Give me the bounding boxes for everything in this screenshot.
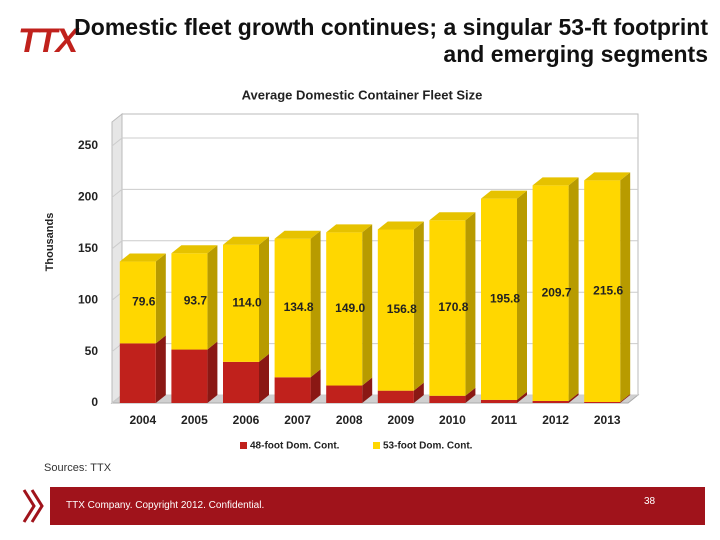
y-tick-label: 200 [78,190,98,204]
bar-segment [377,390,414,403]
bar-side [362,224,373,386]
bar-side [465,387,476,403]
x-tick-label: 2004 [129,413,156,427]
legend-swatch [373,442,380,449]
bar-segment [274,238,311,378]
value-label: 93.7 [184,294,208,308]
source-note: Sources: TTX [44,462,112,474]
bar-top [584,172,631,181]
legend-swatch [240,442,247,449]
x-tick-label: 2005 [181,413,208,427]
bar-side [259,353,269,403]
bar-segment [532,185,569,401]
value-label: 215.6 [593,283,623,297]
x-tick-label: 2007 [284,413,311,427]
value-label: 114.0 [232,295,262,309]
bar-side [568,392,579,403]
y-tick-label: 100 [78,292,98,306]
bar-side [568,177,579,401]
bar-side [620,172,631,402]
page-number: 38 [644,496,656,507]
bar-top [481,190,527,199]
x-tick-label: 2010 [439,413,466,427]
value-label: 156.8 [387,302,417,316]
bar-segment [119,343,156,403]
bar-segment [171,349,208,403]
bar-top [119,253,166,262]
bar-side [259,236,269,362]
bar-side [517,391,527,403]
bar-segment [171,253,208,350]
footer-text: TTX Company. Copyright 2012. Confidentia… [66,500,265,511]
bar-top [223,236,269,245]
bar-segment [119,261,156,344]
chart-title: Average Domestic Container Fleet Size [242,87,483,102]
grid-line [111,137,638,147]
bar-side [413,221,424,391]
x-tick-label: 2006 [233,413,260,427]
bar-side [517,190,527,400]
x-tick-label: 2013 [594,413,621,427]
bar-top [171,245,218,254]
bar-side [310,369,321,403]
y-tick-label: 0 [91,395,98,409]
bar-top [274,230,321,239]
x-tick-label: 2011 [491,413,517,427]
bar-segment [223,244,259,362]
x-tick-label: 2008 [336,413,363,427]
footer-icon [22,489,44,523]
bar-segment [377,229,414,391]
legend-label: 48-foot Dom. Cont. [250,441,340,452]
grid-line [111,188,638,198]
slide-title: Domestic fleet growth continues; a singu… [74,14,708,67]
logo: TTX [18,22,78,60]
bar-segment [223,361,259,403]
legend-label: 53-foot Dom. Cont. [383,441,473,452]
bar-side [310,230,321,378]
bar-segment [584,180,621,402]
value-label: 195.8 [490,291,520,305]
bar-segment [584,401,621,403]
value-label: 134.8 [284,300,314,314]
y-tick-label: 150 [78,241,98,255]
bar-side [620,393,631,403]
bar-top [377,221,424,230]
bar-side [413,382,424,403]
y-tick-label: 50 [85,344,99,358]
value-label: 79.6 [132,295,156,309]
bar-segment [326,385,363,403]
value-label: 149.0 [335,301,365,315]
bar-side [465,212,476,396]
bar-segment [481,198,517,400]
footer-bar [50,487,705,525]
bar-top [326,224,373,233]
bar-segment [274,377,311,403]
bar-segment [481,399,517,403]
bar-top [532,177,579,186]
bar-top [429,212,476,221]
bar-side [155,335,166,403]
bar-segment [429,220,466,396]
bar-segment [532,400,569,403]
bar-side [207,341,218,403]
x-tick-label: 2009 [387,413,414,427]
y-axis-label: Thousands [44,213,56,272]
bar-side [155,253,166,344]
value-label: 170.8 [438,300,468,314]
bar-side [207,245,218,350]
value-label: 209.7 [542,285,572,299]
bar-side [362,377,373,403]
bar-segment [326,232,363,386]
x-tick-label: 2012 [542,413,569,427]
y-tick-label: 250 [78,138,98,152]
bar-segment [429,395,466,403]
